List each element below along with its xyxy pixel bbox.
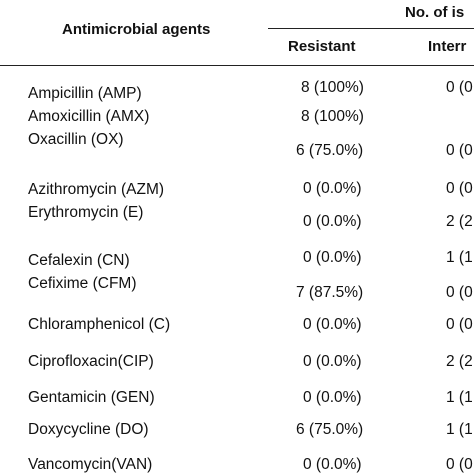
intermediate-value: 0 (0 [446, 142, 473, 159]
intermediate-value: 0 (0 [446, 79, 473, 96]
intermediate-value: 0 (0 [446, 316, 473, 333]
resistant-value: 6 (75.0%) [296, 421, 364, 438]
agent-name: Doxycycline (DO) [28, 421, 149, 438]
agent-name: Cefalexin (CN) [28, 252, 130, 269]
agent-name: Amoxicillin (AMX) [28, 108, 150, 125]
resistant-value: 0 (0.0%) [303, 389, 362, 406]
agent-name: Vancomycin(VAN) [28, 456, 153, 473]
intermediate-value: 2 (2 [446, 353, 473, 370]
resistant-value: 7 (87.5%) [296, 284, 364, 301]
agent-name: Oxacillin (OX) [28, 131, 124, 148]
header-resistant: Resistant [288, 38, 356, 55]
resistant-value: 0 (0.0%) [303, 213, 362, 230]
agent-name: Cefixime (CFM) [28, 275, 137, 292]
resistant-value: 0 (0.0%) [303, 316, 362, 333]
agent-name: Ampicillin (AMP) [28, 85, 142, 102]
resistant-value: 8 (100%) [301, 79, 364, 96]
header-intermediate: Interr [428, 38, 467, 55]
header-divider [268, 28, 474, 29]
intermediate-value: 2 (2 [446, 213, 473, 230]
intermediate-value: 1 (1 [446, 249, 473, 266]
resistant-value: 0 (0.0%) [303, 249, 362, 266]
intermediate-value: 0 (0 [446, 284, 473, 301]
intermediate-value: 0 (0 [446, 180, 473, 197]
intermediate-value: 0 (0 [446, 456, 473, 473]
intermediate-value: 1 (1 [446, 389, 473, 406]
agent-name: Gentamicin (GEN) [28, 389, 155, 406]
header-group: No. of is [405, 4, 465, 21]
resistant-value: 8 (100%) [301, 108, 364, 125]
resistant-value: 0 (0.0%) [303, 353, 362, 370]
resistant-value: 0 (0.0%) [303, 456, 362, 473]
header-agents: Antimicrobial agents [62, 21, 211, 38]
intermediate-value: 1 (1 [446, 421, 473, 438]
resistant-value: 0 (0.0%) [303, 180, 362, 197]
agent-name: Azithromycin (AZM) [28, 181, 165, 198]
agent-name: Erythromycin (E) [28, 204, 144, 221]
resistant-value: 6 (75.0%) [296, 142, 364, 159]
header-bottom-rule [0, 65, 474, 66]
agent-name: Ciprofloxacin(CIP) [28, 353, 154, 370]
agent-name: Chloramphenicol (C) [28, 316, 171, 333]
